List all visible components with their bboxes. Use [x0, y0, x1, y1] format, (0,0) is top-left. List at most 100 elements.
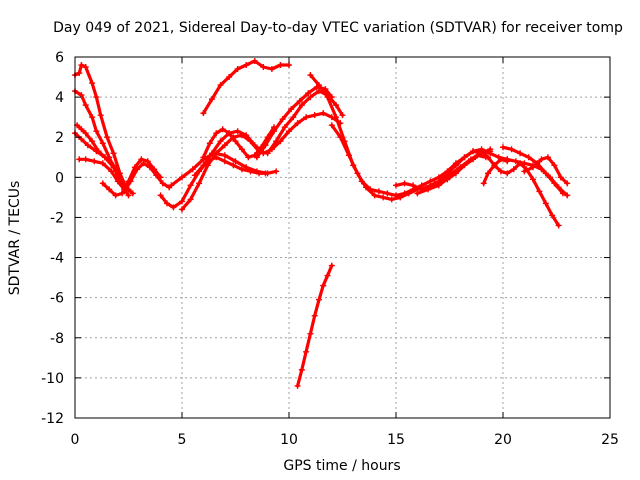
data-point [125, 192, 132, 199]
data-point [555, 222, 562, 229]
data-point [324, 94, 331, 101]
data-point [279, 116, 286, 123]
data-point [82, 64, 89, 71]
data-point [99, 180, 106, 187]
y-tick-label: -4 [50, 251, 64, 267]
data-point [89, 138, 96, 145]
data-point [324, 272, 331, 279]
data-point [296, 98, 303, 105]
data-point [78, 62, 85, 69]
data-point [480, 180, 487, 187]
data-point [93, 128, 100, 135]
data-point [232, 138, 239, 145]
data-point [221, 158, 228, 165]
series-arc-15 [294, 262, 335, 389]
data-point [298, 366, 305, 373]
data-point [243, 62, 250, 69]
series-arc-25 [480, 156, 511, 187]
data-point [200, 162, 207, 169]
data-point [555, 184, 562, 191]
data-point [157, 192, 164, 199]
x-tick-label: 0 [71, 432, 80, 448]
data-point [82, 156, 89, 163]
data-point [200, 154, 207, 161]
data-point [251, 58, 258, 65]
data-point [253, 154, 260, 161]
data-point [339, 112, 346, 119]
data-point [82, 130, 89, 137]
data-point [286, 62, 292, 69]
data-point [221, 142, 228, 149]
data-point [243, 132, 250, 139]
data-point [110, 164, 117, 171]
data-point [393, 182, 399, 189]
data-point [470, 148, 477, 155]
data-point [89, 80, 96, 87]
data-point [320, 110, 327, 117]
x-axis-label: GPS time / hours [283, 458, 400, 474]
x-tick-label: 15 [387, 432, 405, 448]
series-layer [72, 58, 571, 389]
data-point [138, 156, 145, 163]
y-tick-label: -6 [50, 291, 64, 307]
data-point [401, 180, 408, 187]
series-line [73, 131, 131, 191]
data-point [104, 134, 111, 141]
data-point [485, 170, 492, 177]
data-point [452, 162, 459, 169]
data-point [529, 164, 536, 171]
data-point [333, 114, 340, 121]
data-point [217, 82, 224, 89]
data-point [307, 330, 314, 337]
data-point [525, 154, 532, 161]
data-point [234, 66, 241, 73]
series-arc-20 [435, 146, 511, 185]
data-point [226, 130, 233, 137]
data-point [328, 262, 335, 269]
data-point [512, 158, 519, 165]
data-point [179, 174, 185, 181]
data-point [110, 150, 117, 157]
data-point [517, 150, 524, 157]
data-point [281, 124, 288, 131]
data-point [414, 190, 421, 197]
series-arc-19 [414, 146, 494, 197]
data-point [208, 96, 215, 103]
data-point [121, 188, 128, 195]
data-point [521, 160, 528, 167]
data-point [112, 192, 119, 199]
data-point [315, 82, 322, 89]
series-line [122, 161, 171, 193]
x-tick-label: 10 [280, 432, 298, 448]
data-point [363, 184, 370, 191]
data-point [273, 168, 280, 175]
data-point [354, 170, 361, 177]
data-point [268, 66, 275, 73]
data-point [485, 154, 492, 161]
data-point [187, 182, 194, 189]
series-arc-24 [521, 154, 571, 187]
data-point [510, 166, 517, 173]
data-point [305, 90, 312, 97]
data-point [164, 200, 171, 207]
series-arc-23 [504, 156, 571, 199]
data-point [170, 204, 177, 211]
series-line [101, 157, 163, 197]
data-point [134, 166, 141, 173]
y-tick-label: -8 [50, 331, 64, 347]
series-line [201, 125, 276, 159]
data-point [187, 196, 194, 203]
data-point [76, 70, 83, 77]
data-point [491, 162, 498, 169]
data-point [384, 190, 391, 197]
data-point [93, 148, 100, 155]
data-point [397, 194, 404, 201]
data-point [78, 126, 85, 133]
data-point [307, 94, 314, 101]
data-point [435, 178, 442, 185]
data-point [264, 170, 271, 177]
data-point [544, 154, 551, 161]
